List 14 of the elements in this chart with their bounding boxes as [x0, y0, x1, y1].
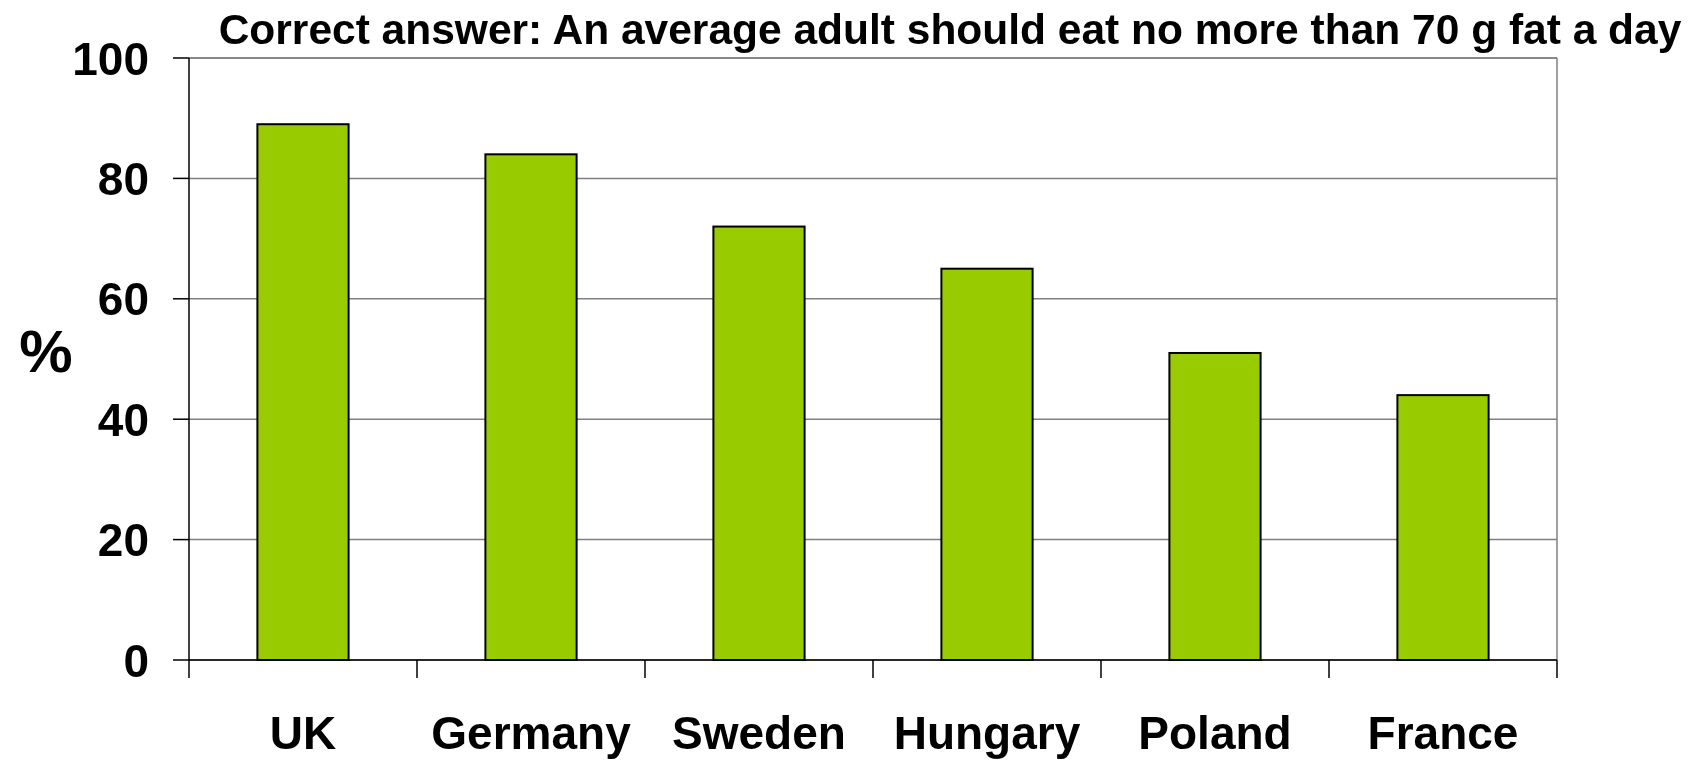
y-tick-label: 80 [97, 152, 149, 205]
y-tick-label: 40 [97, 393, 149, 446]
y-tick-label: 60 [97, 273, 149, 326]
y-tick-label: 0 [123, 634, 149, 687]
x-tick-label: Germany [431, 707, 632, 759]
x-tick-label: UK [269, 707, 337, 759]
y-axis-title: % [19, 317, 73, 385]
chart-title: Correct answer: An average adult should eat no more than 70 g fat a day [218, 6, 1682, 53]
x-tick-label: Sweden [672, 707, 846, 759]
y-tick-label: 20 [97, 514, 149, 567]
x-tick-label: Hungary [893, 707, 1081, 759]
y-tick-label: 100 [72, 32, 149, 85]
x-tick-label: Poland [1138, 707, 1292, 759]
x-tick-label: France [1367, 707, 1519, 759]
